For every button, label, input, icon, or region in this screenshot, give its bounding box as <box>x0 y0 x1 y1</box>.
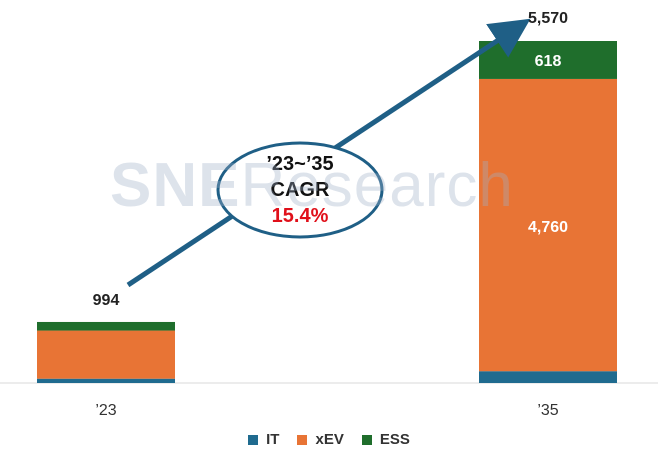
x-tick-label: ’35 <box>537 402 558 419</box>
cagr-value-label: 15.4% <box>272 205 329 227</box>
bar-it-1 <box>479 371 617 383</box>
legend-swatch <box>248 434 259 445</box>
bars-group <box>37 41 617 383</box>
legend-item-ess: ESS <box>361 431 410 448</box>
legend-label: ESS <box>379 431 410 448</box>
total-label-23: 994 <box>93 292 120 309</box>
cagr-title-label: CAGR <box>271 179 330 201</box>
watermark-logo: SNEResearch <box>110 150 514 221</box>
legend-label: xEV <box>315 431 344 448</box>
total-label-35: 5,570 <box>528 10 568 27</box>
watermark-rest: Research <box>240 151 514 220</box>
cagr-period-label: ’23~’35 <box>266 153 333 175</box>
legend-swatch <box>297 434 308 445</box>
x-tick-group: ’23 ’35 <box>95 402 558 419</box>
bar-xev-1 <box>479 78 617 372</box>
bar-xev-0 <box>37 330 175 379</box>
legend-item-xev: xEV <box>297 431 344 448</box>
bar-it-0 <box>37 378 175 383</box>
cagr-ellipse <box>216 141 384 239</box>
bar-ess-0 <box>37 321 175 331</box>
x-tick-label: ’23 <box>95 402 116 419</box>
legend: IT xEV ESS <box>0 431 658 448</box>
data-label-ess-35: 618 <box>535 53 562 70</box>
legend-swatch <box>361 434 372 445</box>
data-label-xev-35: 4,760 <box>528 219 568 236</box>
legend-item-it: IT <box>248 431 279 448</box>
legend-label: IT <box>266 431 280 448</box>
watermark-main: SNE <box>110 151 241 220</box>
